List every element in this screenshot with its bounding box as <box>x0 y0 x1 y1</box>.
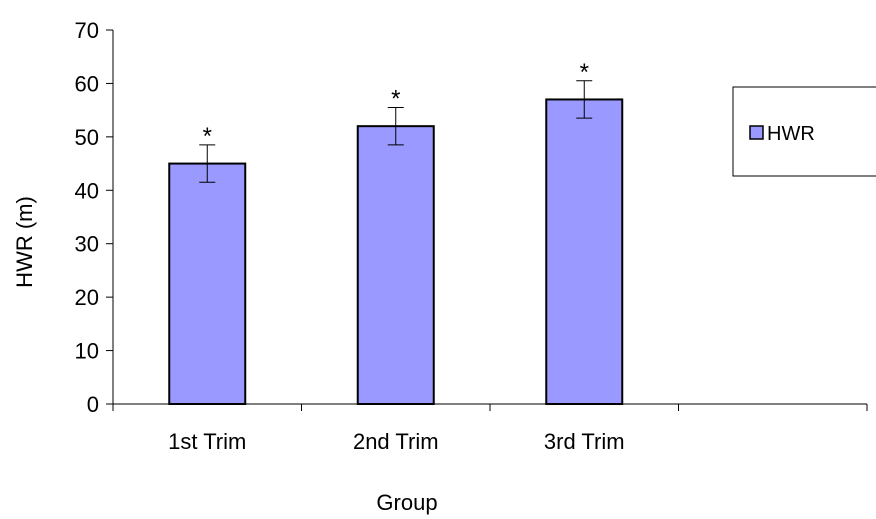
error-bars <box>199 80 593 183</box>
bar <box>356 125 435 406</box>
legend-swatch <box>749 125 764 140</box>
y-tick-label: 40 <box>75 178 99 203</box>
y-tick-label: 50 <box>75 125 99 150</box>
y-tick-label: 10 <box>75 339 99 364</box>
legend: HWR <box>732 86 876 177</box>
x-axis: 1st Trim 2nd Trim 3rd Trim <box>112 403 868 454</box>
bar <box>545 98 624 405</box>
y-axis: 0 10 20 30 40 50 60 70 <box>75 18 114 417</box>
x-axis-title: Group <box>376 490 437 515</box>
legend-label: HWR <box>767 123 815 145</box>
y-tick-label: 60 <box>75 71 99 96</box>
y-tick-label: 30 <box>75 232 99 257</box>
significance-star: * <box>580 59 589 86</box>
significance-markers: * * * <box>203 59 589 150</box>
y-tick-label: 70 <box>75 18 99 43</box>
x-tick-label: 1st Trim <box>168 429 246 454</box>
significance-star: * <box>391 85 400 112</box>
bars <box>168 98 624 406</box>
x-tick-label: 2nd Trim <box>353 429 439 454</box>
y-axis-title: HWR (m) <box>12 196 37 288</box>
y-tick-label: 20 <box>75 285 99 310</box>
x-tick-label: 3rd Trim <box>544 429 625 454</box>
significance-star: * <box>203 123 212 150</box>
y-tick-label: 0 <box>87 392 99 417</box>
bar <box>168 162 247 405</box>
